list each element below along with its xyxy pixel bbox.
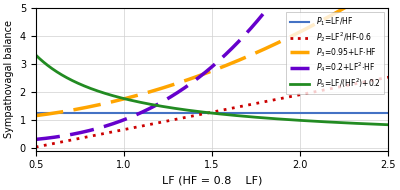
Legend: $P_1$=LF/HF, $P_2$=LF$^2$/HF-0.6, $P_3$=0.95+LF$\cdot$HF, $P_4$=0.2+LF$^2$$\cdot: $P_1$=LF/HF, $P_2$=LF$^2$/HF-0.6, $P_3$=… bbox=[286, 12, 384, 94]
X-axis label: LF (HF = 0.8    LF): LF (HF = 0.8 LF) bbox=[162, 176, 262, 186]
Y-axis label: Sympathovagal balance: Sympathovagal balance bbox=[4, 20, 14, 138]
